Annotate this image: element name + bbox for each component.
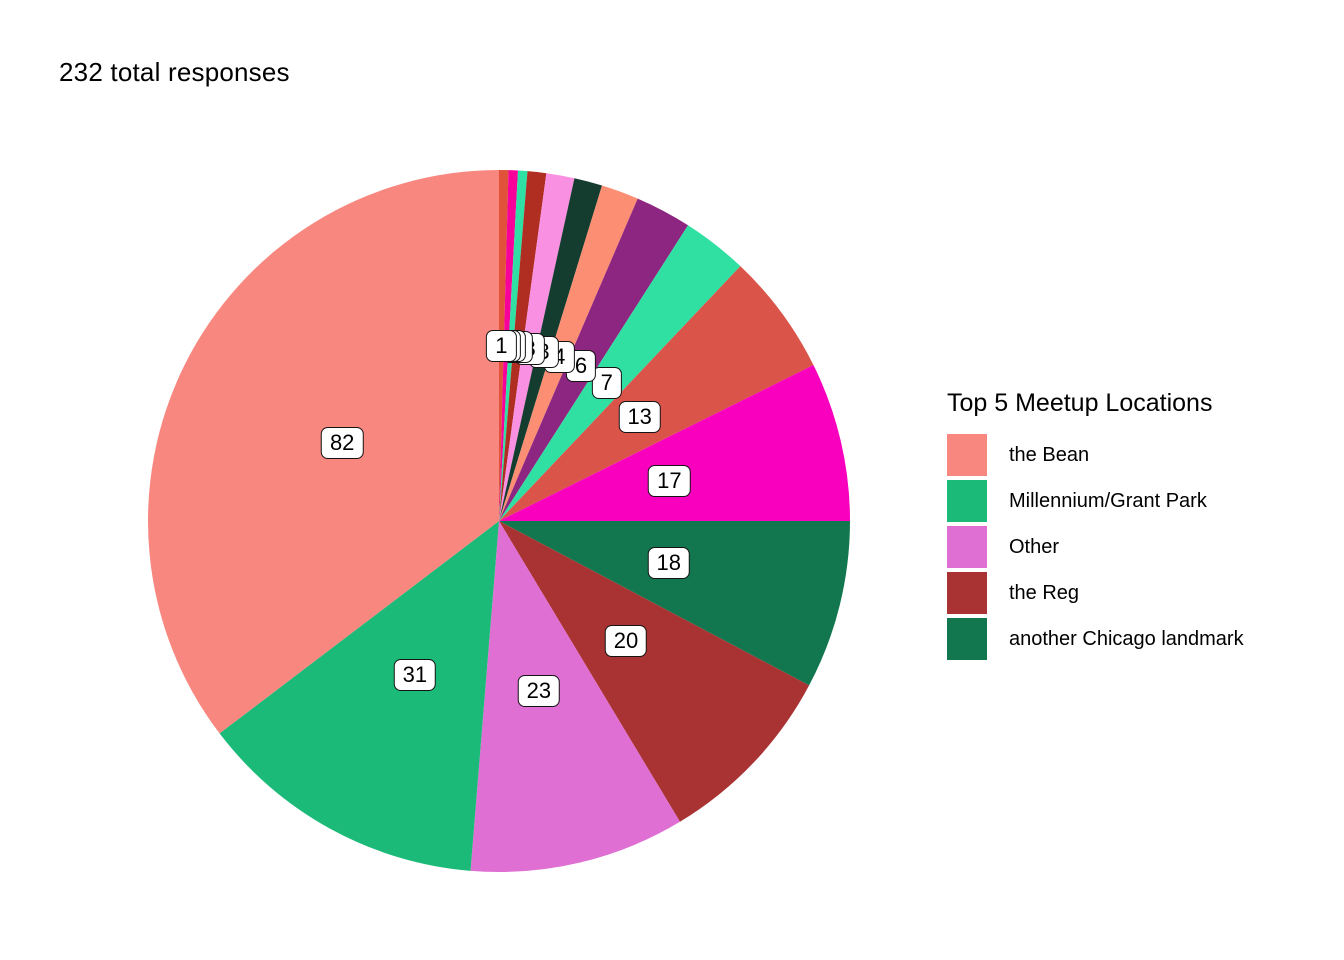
legend-item: the Bean: [947, 434, 1244, 476]
legend-swatch: [947, 572, 987, 614]
legend: Top 5 Meetup Locations the Bean Millenniu…: [947, 389, 1244, 664]
pie-slice-20: [499, 521, 810, 822]
legend-swatch: [947, 480, 987, 522]
legend-item-label: Other: [1009, 535, 1060, 558]
pie-slice-17: [499, 365, 850, 521]
legend-title: Top 5 Meetup Locations: [947, 389, 1213, 417]
legend-item: the Reg: [947, 572, 1244, 614]
legend-item: Millennium/Grant Park: [947, 480, 1244, 522]
legend-item-label: the Bean: [1009, 443, 1090, 466]
legend-item: Other: [947, 526, 1244, 568]
legend-swatch: [947, 526, 987, 568]
legend-item-label: the Reg: [1009, 581, 1080, 604]
legend-swatch: [947, 434, 987, 476]
pie-slice-18: [499, 521, 850, 686]
legend-item: another Chicago landmark: [947, 618, 1244, 660]
plot-title: 232 total responses: [59, 57, 290, 87]
legend-item-label: another Chicago landmark: [1009, 627, 1244, 650]
pie-slice-23: [470, 521, 680, 872]
pie-slice-31: [219, 521, 499, 871]
legend-swatch: [947, 618, 987, 660]
pie-slice-13: [499, 266, 814, 521]
legend-items: the Bean Millennium/Grant Park Other the Re…: [947, 434, 1244, 660]
legend-item-label: Millennium/Grant Park: [1009, 489, 1207, 512]
